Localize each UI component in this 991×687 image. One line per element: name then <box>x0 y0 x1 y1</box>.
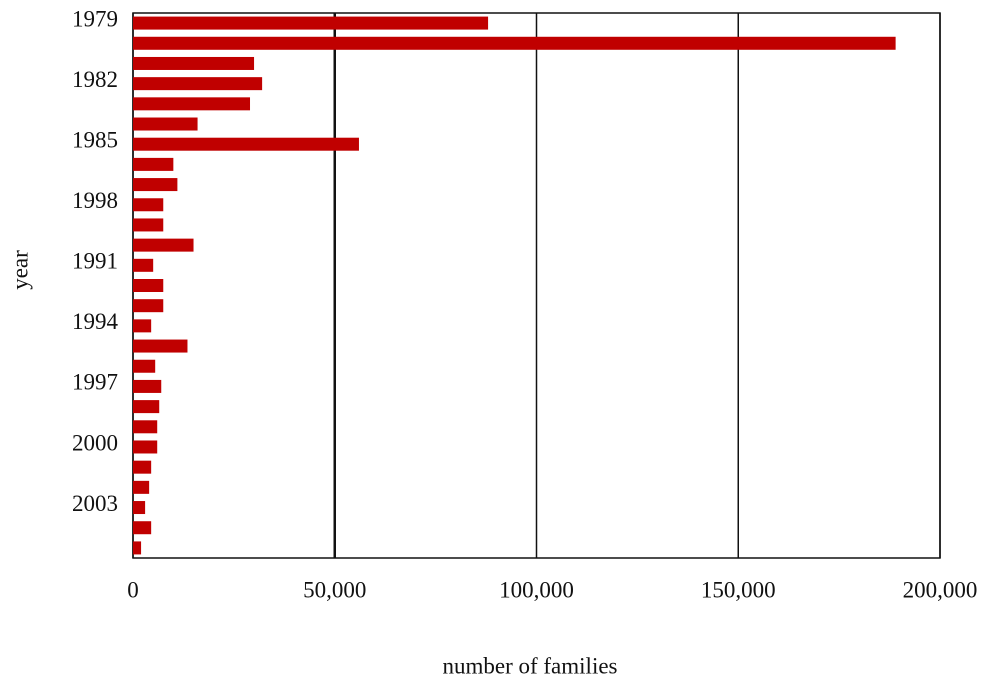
y-tick-label: 1997 <box>72 370 118 395</box>
bar <box>133 218 164 232</box>
bar <box>133 400 160 414</box>
bar <box>133 279 164 292</box>
x-tick-label: 150,000 <box>701 577 776 602</box>
bar <box>133 258 154 272</box>
y-tick-label: 1994 <box>72 309 119 334</box>
bar <box>133 97 251 111</box>
bar <box>133 77 263 91</box>
bar <box>133 56 255 70</box>
y-tick-label: 2000 <box>72 430 118 455</box>
bar <box>133 480 150 494</box>
x-axis-title: number of families <box>442 653 617 678</box>
x-tick-label: 100,000 <box>499 577 574 602</box>
y-tick-label: 1982 <box>72 67 118 92</box>
x-tick-label: 200,000 <box>903 577 978 602</box>
bar <box>133 36 896 50</box>
bar <box>133 541 142 555</box>
bar <box>133 198 164 212</box>
bar <box>133 521 152 535</box>
bar <box>133 460 152 474</box>
y-axis-title: year <box>7 250 32 290</box>
y-tick-label: 1998 <box>72 188 118 213</box>
bar <box>133 157 174 171</box>
bar <box>133 16 489 30</box>
bar <box>133 178 178 192</box>
y-tick-label: 1979 <box>72 6 118 31</box>
bar <box>133 319 152 333</box>
bar <box>133 137 359 151</box>
y-tick-label: 1985 <box>72 127 118 152</box>
y-tick-label: 1991 <box>72 249 118 274</box>
bar <box>133 238 194 252</box>
bar <box>133 379 162 393</box>
x-tick-label: 50,000 <box>303 577 366 602</box>
bar <box>133 299 164 313</box>
y-tick-label: 2003 <box>72 491 118 516</box>
x-tick-label: 0 <box>127 577 139 602</box>
bar <box>133 117 198 131</box>
bar <box>133 440 158 454</box>
bar <box>133 359 156 373</box>
bar <box>133 501 146 515</box>
bar <box>133 420 158 434</box>
bar <box>133 339 188 353</box>
